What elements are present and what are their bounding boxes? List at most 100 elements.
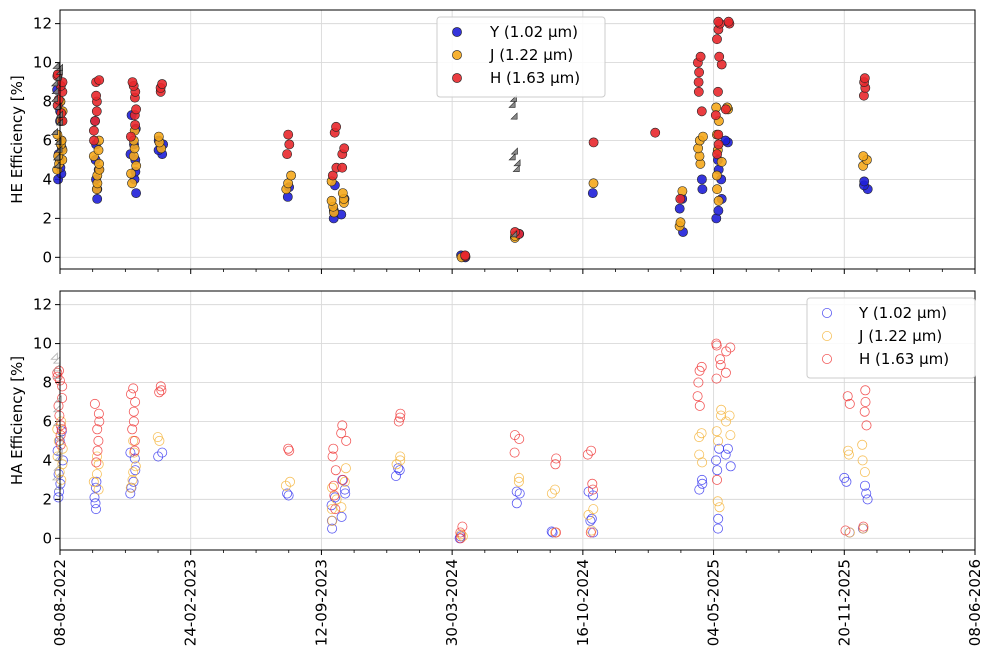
data-point <box>330 465 341 476</box>
data-point <box>57 459 68 470</box>
data-point <box>91 90 101 101</box>
data-point <box>337 162 348 173</box>
data-point <box>125 482 136 493</box>
data-point <box>283 129 294 140</box>
data-point <box>508 100 516 108</box>
data-point <box>91 457 102 468</box>
data-point <box>513 159 521 167</box>
data-point <box>692 391 703 402</box>
data-point <box>550 459 561 470</box>
y-tick-label: 4 <box>42 451 52 469</box>
data-point <box>588 178 599 189</box>
data-point <box>339 143 350 154</box>
data-point <box>695 51 706 62</box>
data-point <box>585 527 596 538</box>
data-point <box>125 488 136 499</box>
data-point <box>130 120 140 130</box>
data-point <box>157 447 168 458</box>
data-point <box>857 455 868 466</box>
data-point <box>513 476 524 487</box>
data-point <box>509 430 520 441</box>
data-point <box>455 533 466 544</box>
data-point <box>154 387 165 398</box>
y-tick-label: 4 <box>42 170 52 188</box>
legend-entry: Y (1.02 µm) <box>858 304 947 322</box>
data-point <box>712 496 723 507</box>
data-point <box>395 455 406 466</box>
data-point <box>840 525 851 536</box>
data-point <box>697 478 708 489</box>
legend-entry: J (1.22 µm) <box>858 327 942 345</box>
data-point <box>721 346 732 357</box>
series-h <box>52 338 872 544</box>
data-point <box>91 476 102 487</box>
data-point <box>153 451 164 462</box>
data-point <box>675 193 686 204</box>
data-point <box>587 188 598 198</box>
data-point <box>127 474 138 485</box>
data-point <box>131 160 142 171</box>
data-point <box>128 416 139 427</box>
data-point <box>336 511 347 522</box>
data-point <box>862 494 873 505</box>
data-point <box>725 342 736 353</box>
data-point <box>697 474 708 485</box>
data-point <box>89 492 100 503</box>
data-point <box>331 121 341 132</box>
data-point <box>696 106 707 117</box>
data-point <box>127 178 138 189</box>
data-point <box>326 504 337 515</box>
data-point <box>337 474 348 485</box>
data-point <box>582 449 593 460</box>
data-point <box>125 447 136 458</box>
data-point <box>284 476 295 487</box>
data-point <box>693 77 704 87</box>
data-point <box>91 106 102 117</box>
data-point <box>327 482 338 493</box>
data-point <box>694 67 704 78</box>
data-point <box>130 465 141 476</box>
data-point <box>395 408 406 419</box>
data-point <box>857 439 868 450</box>
data-point <box>337 188 348 198</box>
data-point <box>509 447 520 458</box>
data-point <box>90 482 101 493</box>
data-point <box>861 420 872 431</box>
x-tick-label: 20-11-2025 <box>835 559 853 646</box>
data-point <box>153 131 164 142</box>
data-point <box>337 420 348 431</box>
data-point <box>340 463 351 474</box>
data-point <box>546 488 557 499</box>
data-point <box>551 453 562 464</box>
data-point <box>696 428 707 439</box>
data-point <box>859 73 870 84</box>
data-point <box>712 465 723 476</box>
data-point <box>52 451 63 462</box>
plot-frame <box>59 9 976 270</box>
data-point <box>52 61 60 69</box>
data-point <box>390 470 401 481</box>
data-point <box>588 137 599 148</box>
data-point <box>587 478 598 489</box>
y-tick-label: 12 <box>33 15 52 33</box>
data-point <box>720 104 731 115</box>
data-point <box>89 125 99 136</box>
data-point <box>283 490 294 501</box>
data-point <box>510 230 518 238</box>
data-point <box>843 445 854 456</box>
data-point <box>713 195 724 206</box>
data-point <box>131 188 141 198</box>
data-point <box>713 435 724 446</box>
data-point <box>716 404 727 415</box>
data-point <box>720 367 731 378</box>
data-point <box>712 474 723 485</box>
data-point <box>328 443 339 454</box>
data-point <box>698 131 708 142</box>
data-point <box>56 424 67 435</box>
data-point <box>710 110 721 121</box>
legend-box <box>806 297 976 379</box>
series-j <box>52 96 872 263</box>
y-tick-label: 2 <box>42 490 52 508</box>
plot-frame <box>59 290 976 551</box>
